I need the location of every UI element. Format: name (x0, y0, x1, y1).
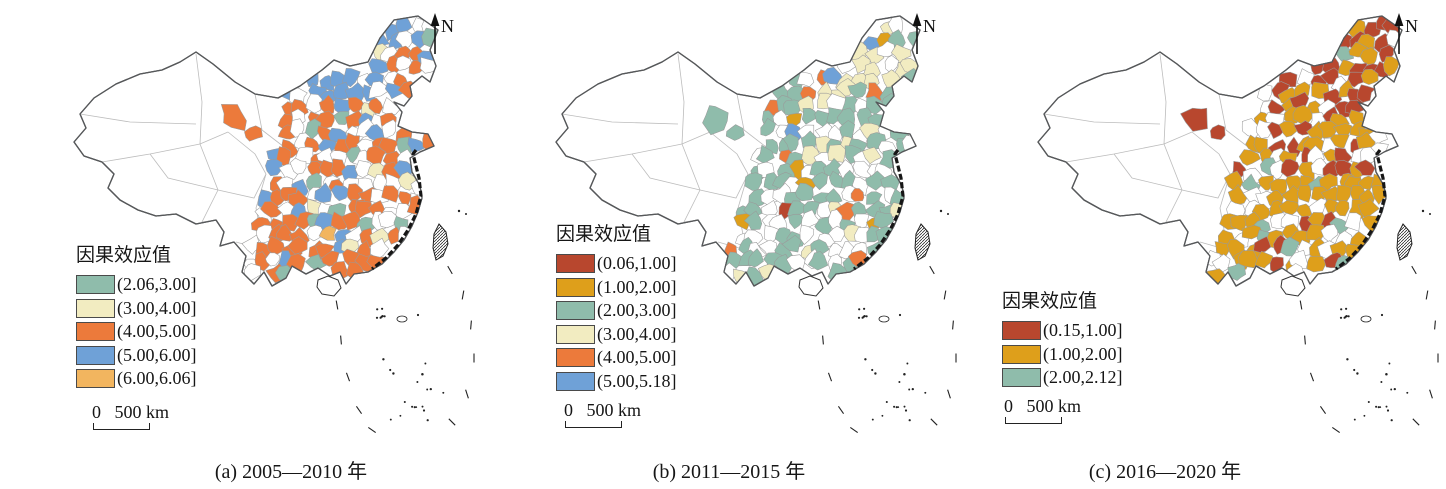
hainan-island (316, 275, 342, 297)
mainland-outline-overlay (73, 15, 439, 287)
south-china-sea-islands (1299, 209, 1439, 434)
legend-swatch (556, 277, 595, 297)
legend-swatch (1002, 321, 1041, 340)
north-arrow-label: N (923, 16, 936, 36)
prefecture-cells (1180, 16, 1402, 284)
scale-bar-label: 0 500 km (564, 400, 642, 420)
prefecture-cells (702, 16, 920, 286)
north-arrow-icon: N (1394, 13, 1418, 54)
province-borders (561, 53, 771, 251)
legend-item: (0.06,1.00] (556, 253, 677, 273)
map-panel-b: N 因果效应值 (0.06,1.00] (1.00,2.00] (2.00,3.00] (… (482, 0, 964, 489)
mainland-outline-overlay (555, 15, 921, 287)
legend-item: (2.06,3.00] (76, 274, 197, 294)
scale-bar-bracket (93, 423, 150, 430)
legend-title: 因果效应值 (556, 224, 652, 245)
legend-item: (5.00,6.00] (76, 344, 197, 365)
legend-swatch (76, 275, 115, 294)
taiwan-island (432, 223, 449, 261)
legend-item: (4.00,5.00] (556, 347, 677, 367)
legend-swatch (76, 345, 115, 365)
legend-range-label: (0.06,1.00] (597, 253, 677, 273)
legend-range-label: (3.00,4.00] (597, 323, 677, 344)
legend-item: (4.00,5.00] (76, 321, 197, 341)
legend-swatch (1002, 368, 1041, 387)
north-arrow-label: N (1405, 16, 1418, 36)
legend-c: 因果效应值 (0.15,1.00] (1.00,2.00] (2.00,2.12] (1002, 292, 1123, 392)
legend-swatch (556, 301, 595, 320)
legend-range-label: (1.00,2.00] (1043, 343, 1123, 364)
scale-bar: 0 500 km (92, 403, 169, 430)
scale-bar-bracket (565, 421, 622, 428)
southeast-coast-shadow (1335, 149, 1387, 271)
hainan-island (798, 275, 824, 297)
legend-swatch (1002, 344, 1041, 364)
province-borders (79, 53, 289, 251)
legend-item: (2.00,2.12] (1002, 367, 1123, 387)
scale-bar: 0 500 km (1004, 397, 1081, 424)
legend-range-label: (4.00,5.00] (597, 347, 677, 367)
map-group: N (1037, 13, 1439, 434)
legend-b: 因果效应值 (0.06,1.00] (1.00,2.00] (2.00,3.00] (3… (556, 225, 677, 395)
legend-range-label: (4.00,5.00] (117, 321, 197, 341)
scale-bar-bracket (1005, 417, 1062, 424)
map-panel-c: N 因果效应值 (0.15,1.00] (1.00,2.00] (2.00,2.12] 0… (964, 0, 1446, 489)
map-group: N (555, 13, 957, 434)
legend-range-label: (1.00,2.00] (597, 276, 677, 297)
legend-item: (1.00,2.00] (556, 276, 677, 297)
legend-item: (3.00,4.00] (556, 323, 677, 344)
north-arrow-icon: N (430, 13, 454, 54)
legend-swatch (76, 369, 115, 388)
mainland-outline-overlay (1037, 15, 1403, 287)
legend-item: (0.15,1.00] (1002, 320, 1123, 340)
scale-bar: 0 500 km (564, 401, 641, 428)
legend-a: 因果效应值 (2.06,3.00] (3.00,4.00] (4.00,5.00] (5… (76, 246, 197, 393)
china-choropleth-map-a: N (73, 13, 475, 434)
legend-title: 因果效应值 (1002, 291, 1098, 312)
legend-range-label: (2.00,2.12] (1043, 367, 1123, 387)
legend-swatch (76, 298, 115, 318)
legend-item: (6.00,6.06] (76, 368, 197, 388)
scale-bar-label: 0 500 km (92, 402, 170, 422)
north-arrow-label: N (441, 16, 454, 36)
map-panel-a: N 因果效应值 (2.06,3.00] (3.00,4.00] (4.00,5.00] (… (0, 0, 482, 489)
legend-item: (5.00,5.18] (556, 370, 677, 391)
legend-range-label: (3.00,4.00] (117, 297, 197, 318)
legend-range-label: (6.00,6.06] (117, 368, 197, 388)
legend-swatch (76, 322, 115, 341)
china-choropleth-map-b: N (555, 13, 957, 434)
south-china-sea-islands (817, 209, 957, 434)
legend-title: 因果效应值 (76, 245, 172, 266)
map-group: N (73, 13, 475, 434)
north-arrow-icon: N (912, 13, 936, 54)
legend-item: (1.00,2.00] (1002, 343, 1123, 364)
taiwan-island (1396, 223, 1413, 261)
legend-swatch (556, 324, 595, 344)
legend-swatch (556, 371, 595, 391)
legend-range-label: (5.00,5.18] (597, 370, 677, 391)
southeast-coast-shadow (853, 149, 905, 271)
legend-swatch (556, 348, 595, 367)
legend-range-label: (2.06,3.00] (117, 274, 197, 294)
legend-item: (2.00,3.00] (556, 300, 677, 320)
legend-item: (3.00,4.00] (76, 297, 197, 318)
southeast-coast-shadow (371, 149, 423, 271)
legend-swatch (556, 254, 595, 273)
panel-caption: (a) 2005—2010 年 (214, 461, 368, 483)
panel-caption: (b) 2011—2015 年 (652, 461, 806, 483)
taiwan-island (914, 223, 931, 261)
panel-caption: (c) 2016—2020 年 (1088, 461, 1242, 483)
china-choropleth-map-c: N (1037, 13, 1439, 434)
legend-range-label: (2.00,3.00] (597, 300, 677, 320)
legend-range-label: (5.00,6.00] (117, 344, 197, 365)
scale-bar-label: 0 500 km (1004, 396, 1082, 416)
legend-range-label: (0.15,1.00] (1043, 320, 1123, 340)
hainan-island (1280, 275, 1306, 297)
south-china-sea-islands (335, 209, 475, 434)
